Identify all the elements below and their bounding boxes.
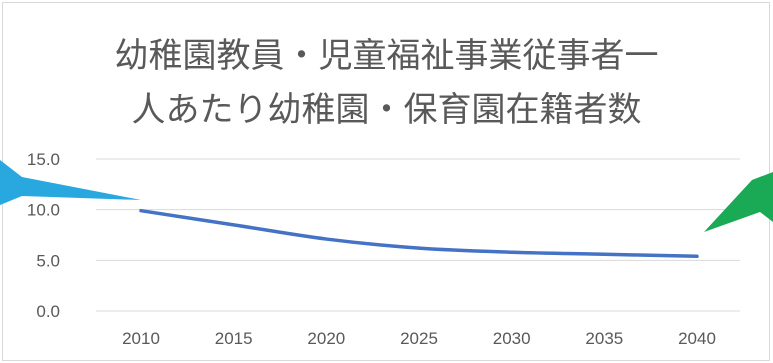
y-tick-label: 0.0 bbox=[36, 302, 60, 321]
x-tick-label: 2025 bbox=[400, 329, 438, 348]
y-tick-label: 5.0 bbox=[36, 251, 60, 270]
gridlines bbox=[96, 158, 740, 312]
x-tick-label: 2040 bbox=[678, 329, 716, 348]
x-axis-ticks: 2010 2015 2020 2025 2030 2035 2040 bbox=[122, 329, 716, 348]
chart-title-line-1: 幼稚園教員・児童福祉事業従事者一 bbox=[114, 36, 659, 76]
y-tick-label: 10.0 bbox=[27, 201, 60, 220]
x-tick-label: 2030 bbox=[493, 329, 531, 348]
x-tick-label: 2035 bbox=[585, 329, 623, 348]
callout-arrow-left bbox=[0, 160, 141, 205]
series-line bbox=[139, 208, 699, 259]
callouts bbox=[0, 160, 773, 232]
chart-title-line-2: 人あたり幼稚園・保育園在籍者数 bbox=[131, 90, 642, 130]
series-layer bbox=[139, 208, 699, 259]
y-axis-ticks: 0.0 5.0 10.0 15.0 bbox=[27, 150, 60, 321]
y-tick-label: 15.0 bbox=[27, 150, 60, 169]
x-tick-label: 2015 bbox=[215, 329, 253, 348]
callout-arrow-right bbox=[704, 172, 773, 232]
x-tick-label: 2010 bbox=[122, 329, 160, 348]
x-tick-label: 2020 bbox=[307, 329, 345, 348]
